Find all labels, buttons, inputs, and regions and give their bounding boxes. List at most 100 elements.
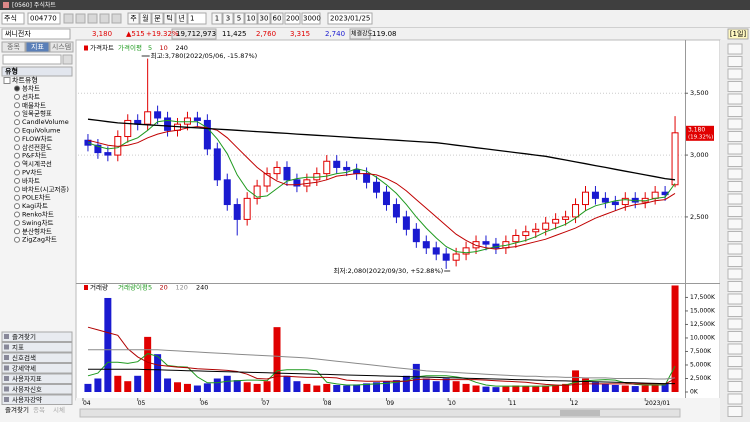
chart-type-item[interactable]: 바차트(시고저종) xyxy=(22,184,69,193)
search-input[interactable] xyxy=(2,54,62,65)
chart-type-item[interactable]: P&F차트 xyxy=(22,151,47,160)
tool-icon[interactable] xyxy=(87,13,98,24)
chart-type-item[interactable]: EquiVolume xyxy=(22,127,60,135)
group-bar[interactable] xyxy=(1,384,73,395)
tool-button[interactable] xyxy=(727,181,743,192)
radio[interactable] xyxy=(14,228,20,235)
chart-type-item[interactable]: 분산형차트 xyxy=(22,226,52,235)
tool-button[interactable] xyxy=(727,318,743,330)
scroll-thumb[interactable] xyxy=(560,410,600,416)
minute-button[interactable] xyxy=(257,12,271,25)
tool-button[interactable] xyxy=(727,231,743,242)
tool-button[interactable] xyxy=(727,193,743,205)
period[interactable]: 월 xyxy=(142,14,148,23)
radio[interactable] xyxy=(14,236,20,243)
radio[interactable] xyxy=(14,177,20,184)
tool-button[interactable] xyxy=(727,156,743,167)
period-button[interactable] xyxy=(127,12,140,25)
tool-button[interactable] xyxy=(727,106,743,117)
tool-button[interactable] xyxy=(727,143,743,155)
minute-button[interactable] xyxy=(270,12,284,25)
chart-type-item[interactable]: POLE차트 xyxy=(22,193,51,202)
tool-button[interactable] xyxy=(727,218,743,230)
chart-type-item[interactable]: PV차트 xyxy=(22,168,42,177)
count[interactable]: 200 xyxy=(286,15,299,23)
period[interactable]: 틱 xyxy=(166,14,172,23)
max[interactable]: 3000 xyxy=(303,15,321,23)
minute[interactable]: 30 xyxy=(260,15,269,23)
radio[interactable] xyxy=(14,119,20,126)
tool-button[interactable] xyxy=(727,268,743,280)
tool-icon[interactable] xyxy=(75,13,86,24)
tool-button[interactable] xyxy=(727,256,743,267)
chart-type-item[interactable]: 봉차트 xyxy=(22,84,40,93)
radio[interactable] xyxy=(14,203,20,210)
tool-button[interactable] xyxy=(727,68,743,80)
bottom-tab[interactable]: 시체 xyxy=(53,406,65,414)
radio[interactable] xyxy=(14,144,20,151)
group-bar[interactable] xyxy=(1,352,73,363)
group-label[interactable]: 즐겨찾기 xyxy=(12,332,36,341)
minute[interactable]: 60 xyxy=(273,15,282,23)
code[interactable]: 004770 xyxy=(30,15,57,23)
chart-type-item[interactable]: Swing차트 xyxy=(22,218,53,227)
tool-icon[interactable] xyxy=(99,13,110,24)
minute-button[interactable] xyxy=(244,12,258,25)
radio[interactable] xyxy=(14,211,20,218)
group-bar[interactable] xyxy=(1,394,73,405)
radio[interactable] xyxy=(14,169,20,176)
panel-tab-label[interactable]: 지표 xyxy=(31,42,44,51)
tool-button[interactable] xyxy=(727,206,743,217)
tool-button[interactable] xyxy=(727,93,743,105)
tool-icon[interactable] xyxy=(63,13,74,24)
group-label[interactable]: 사용자강약 xyxy=(12,395,42,404)
scrollbar[interactable] xyxy=(79,408,681,418)
group-bar[interactable] xyxy=(1,342,73,353)
chart-type-item[interactable]: 바차트 xyxy=(22,176,40,185)
period-button[interactable] xyxy=(139,12,152,25)
radio[interactable] xyxy=(14,219,20,226)
unit-input[interactable] xyxy=(187,12,207,25)
date[interactable]: 2023/01/25 xyxy=(330,15,370,23)
group-label[interactable]: 사용자신호 xyxy=(12,385,42,394)
period[interactable]: 주 xyxy=(130,15,137,23)
panel-tab[interactable] xyxy=(49,41,74,53)
radio[interactable] xyxy=(14,85,20,92)
chart-type-item[interactable]: 삼선전환도 xyxy=(22,142,52,151)
minute[interactable]: 3 xyxy=(226,15,230,23)
minute[interactable]: 1 xyxy=(215,15,219,23)
group-label[interactable]: 사용자지표 xyxy=(12,374,42,383)
minute[interactable]: 5 xyxy=(237,15,241,23)
minute-button[interactable] xyxy=(211,12,223,25)
period[interactable]: 분 xyxy=(154,15,161,23)
radio[interactable] xyxy=(14,194,20,201)
panel-tab[interactable] xyxy=(1,41,26,53)
search-button[interactable] xyxy=(62,54,73,65)
tool-button[interactable] xyxy=(727,43,743,55)
group-bar[interactable] xyxy=(1,373,73,384)
chart-type-item[interactable]: 역시계곡선 xyxy=(22,159,52,168)
collapse-icon[interactable] xyxy=(3,77,11,84)
chart-type-item[interactable]: Renko차트 xyxy=(22,210,54,219)
minute-button[interactable] xyxy=(222,12,234,25)
panel-tab[interactable] xyxy=(25,41,50,53)
bottom-tab[interactable]: 즐겨찾기 xyxy=(5,405,29,414)
minute[interactable]: 10 xyxy=(247,15,256,23)
date-input[interactable] xyxy=(327,12,373,25)
tool-icon[interactable] xyxy=(111,13,122,24)
market[interactable]: 주식 xyxy=(4,14,17,23)
tool-button[interactable] xyxy=(727,306,743,317)
radio[interactable] xyxy=(14,186,20,193)
tool-button[interactable] xyxy=(727,281,743,292)
tool-button[interactable] xyxy=(727,406,743,417)
period[interactable]: 년 xyxy=(178,14,184,23)
chart-type-item[interactable]: CandleVolume xyxy=(22,118,69,126)
tool-button[interactable] xyxy=(727,381,743,392)
bottom-tab[interactable]: 종목 xyxy=(33,406,45,414)
group-label[interactable]: 지표 xyxy=(12,343,24,352)
chart-type-item[interactable]: 매물차트 xyxy=(22,100,46,109)
radio[interactable] xyxy=(14,127,20,134)
unit[interactable]: 1 xyxy=(190,15,194,23)
group-bar[interactable] xyxy=(1,363,73,374)
tool-button[interactable] xyxy=(727,368,743,380)
